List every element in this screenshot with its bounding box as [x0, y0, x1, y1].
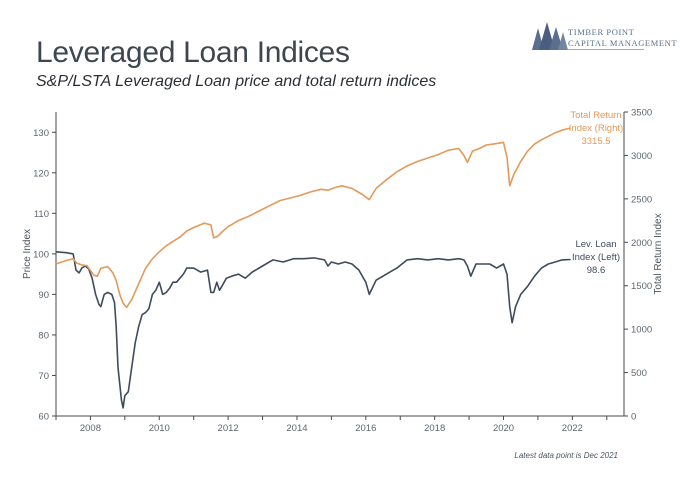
pine-trees-icon: [532, 22, 568, 50]
right-tick-label: 500: [631, 368, 647, 379]
page-subtitle: S&P/LSTA Leveraged Loan price and total …: [36, 73, 437, 90]
company-name-line2: Capital Management: [568, 38, 678, 48]
left-tick-label: 120: [33, 168, 49, 179]
x-tick-label: 2012: [218, 423, 239, 434]
x-tick-label: 2010: [149, 423, 170, 434]
left-tick-label: 60: [38, 412, 49, 423]
right-tick-label: 1000: [631, 325, 652, 336]
left-tick-label: 90: [38, 290, 49, 301]
x-tick-label: 2016: [355, 423, 376, 434]
right-tick-label: 0: [631, 412, 636, 423]
page-title: Leveraged Loan Indices: [36, 36, 350, 69]
footnote: Latest data point is Dec 2021: [514, 451, 618, 460]
left-tick-label: 110: [34, 209, 49, 220]
price-label-line2: Index (Left): [572, 252, 620, 263]
logo-underline: [568, 49, 644, 50]
price-label-line1: Lev. Loan: [575, 239, 616, 250]
right-tick-label: 3500: [631, 108, 652, 119]
x-tick-label: 2014: [286, 423, 307, 434]
right-tick-label: 3000: [631, 151, 652, 162]
total-return-line: [55, 127, 571, 309]
y-axis-label: Price Index: [22, 229, 33, 279]
total-return-value-label: 3315.5: [581, 136, 610, 147]
left-tick-label: 70: [38, 371, 49, 382]
left-tick-label: 130: [33, 128, 49, 139]
x-tick-label: 2022: [562, 423, 583, 434]
total-return-label-line2: Index (Right): [569, 123, 623, 134]
price-value-label: 98.6: [587, 265, 606, 276]
x-tick-label: 2008: [80, 423, 101, 434]
left-tick-label: 80: [38, 330, 49, 341]
right-tick-label: 2000: [631, 238, 652, 249]
left-tick-label: 100: [33, 249, 49, 260]
y2-axis-label: Total Return Index: [653, 213, 664, 294]
right-tick-label: 1500: [631, 281, 652, 292]
price-index-line: [55, 251, 571, 409]
company-name-line1: Timber Point: [568, 27, 635, 37]
right-tick-label: 2500: [631, 194, 652, 205]
company-name: Timber Point Capital Management: [568, 27, 677, 49]
x-tick-label: 2020: [493, 423, 514, 434]
x-tick-label: 2018: [424, 423, 445, 434]
total-return-label-line1: Total Return: [570, 110, 621, 121]
